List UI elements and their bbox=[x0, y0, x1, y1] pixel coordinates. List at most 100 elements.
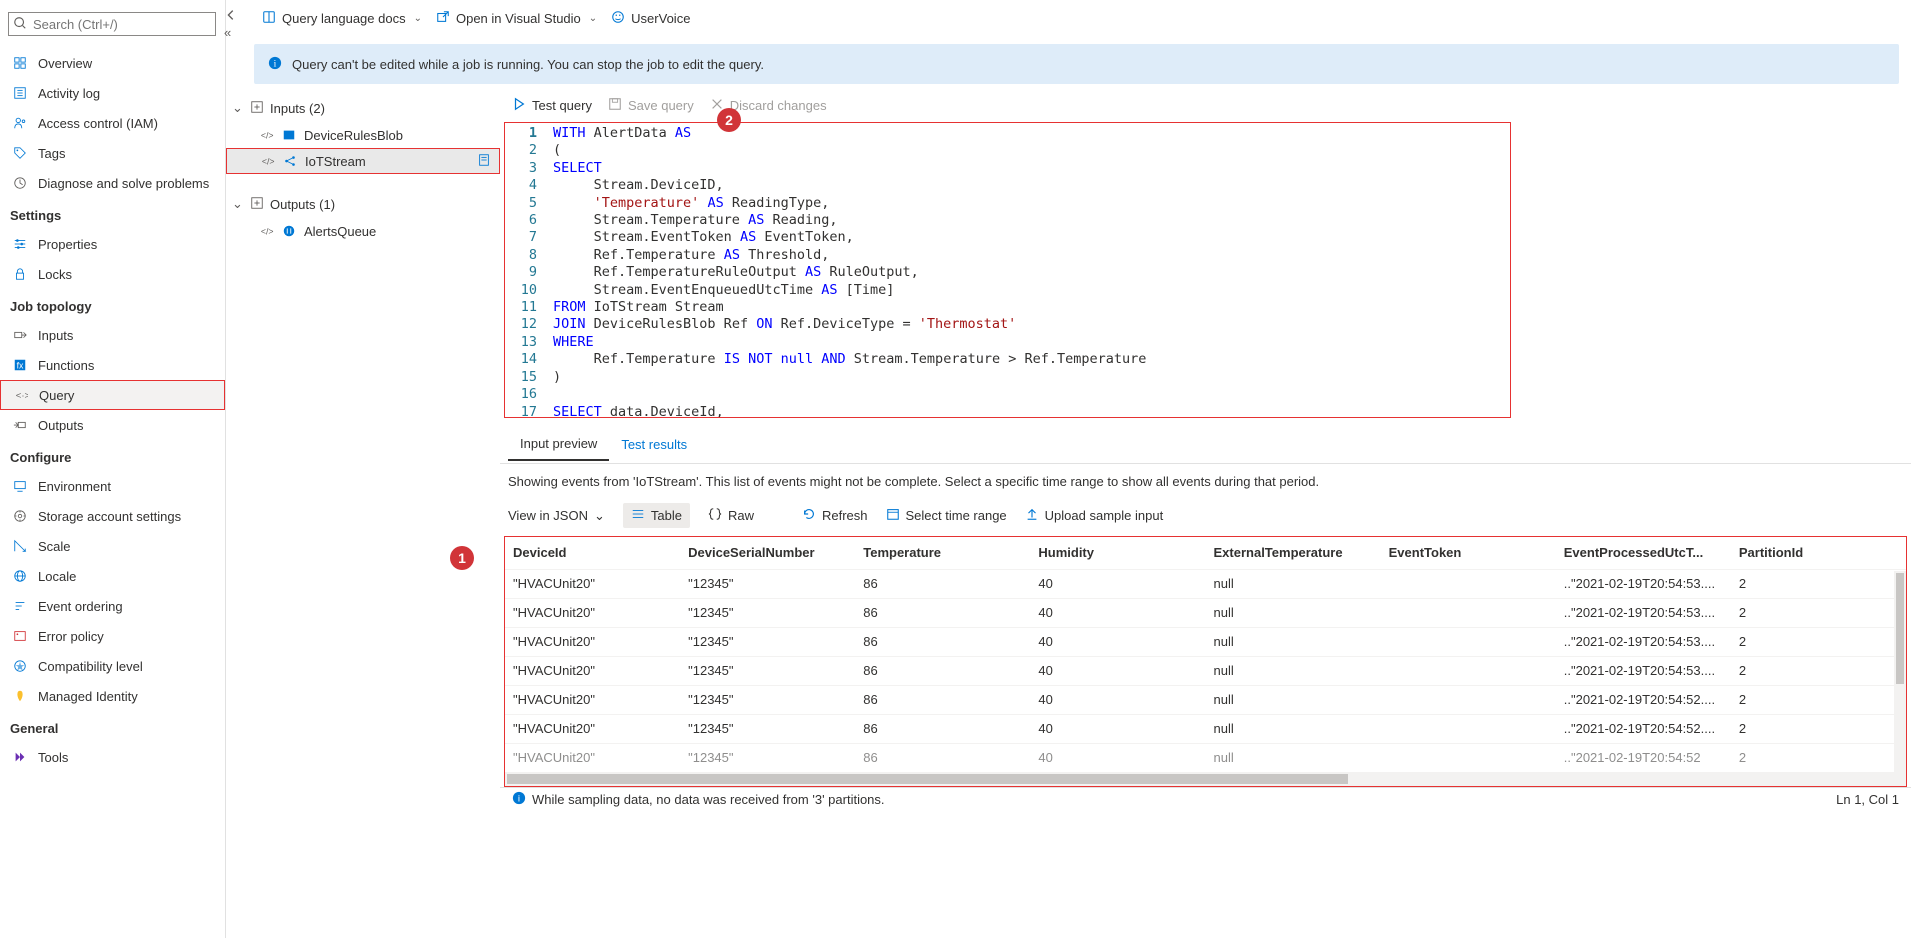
nav-diagnose[interactable]: Diagnose and solve problems bbox=[0, 168, 225, 198]
table-row[interactable]: "HVACUnit20""12345"8640null.. "2021-02-1… bbox=[505, 714, 1906, 743]
tree-item-label: DeviceRulesBlob bbox=[304, 128, 403, 143]
save-query-label: Save query bbox=[628, 98, 694, 113]
table-cell: "12345" bbox=[680, 569, 855, 598]
query-code-editor[interactable]: 1234567891011121314151617 WITH AlertData… bbox=[504, 122, 1511, 418]
nav-tags[interactable]: Tags bbox=[0, 138, 225, 168]
table-cell: .. "2021-02-19T20:54:53.... bbox=[1556, 627, 1731, 656]
inputs-icon bbox=[10, 328, 30, 342]
upload-sample-button[interactable]: Upload sample input bbox=[1025, 507, 1164, 524]
nav-functions[interactable]: fxFunctions bbox=[0, 350, 225, 380]
play-icon bbox=[512, 97, 526, 114]
table-cell: 86 bbox=[855, 656, 1030, 685]
column-header[interactable]: DeviceSerialNumber bbox=[680, 537, 855, 569]
table-cell: "12345" bbox=[680, 714, 855, 743]
table-horizontal-scrollbar[interactable] bbox=[505, 772, 1906, 786]
table-row[interactable]: "HVACUnit20""12345"8640null.. "2021-02-1… bbox=[505, 627, 1906, 656]
test-results-tab[interactable]: Test results bbox=[609, 429, 699, 460]
input-item-devicerulesblob[interactable]: </> DeviceRulesBlob bbox=[226, 122, 500, 148]
discard-label: Discard changes bbox=[730, 98, 827, 113]
column-header[interactable]: EventToken bbox=[1381, 537, 1556, 569]
refresh-button[interactable]: Refresh bbox=[802, 507, 868, 524]
svg-text:</>: </> bbox=[261, 131, 274, 141]
table-row[interactable]: "HVACUnit20""12345"8640null.. "2021-02-1… bbox=[505, 569, 1906, 598]
table-cell bbox=[1381, 685, 1556, 714]
table-cell: 86 bbox=[855, 714, 1030, 743]
nav-activity[interactable]: Activity log bbox=[0, 78, 225, 108]
table-cell: "HVACUnit20" bbox=[505, 627, 680, 656]
table-vertical-scrollbar[interactable] bbox=[1894, 571, 1906, 772]
table-cell: "HVACUnit20" bbox=[505, 598, 680, 627]
tags-icon bbox=[10, 146, 30, 160]
nav-errorpolicy[interactable]: Error policy bbox=[0, 621, 225, 651]
uservoice-link[interactable]: UserVoice bbox=[611, 10, 690, 27]
column-header[interactable]: DeviceId bbox=[505, 537, 680, 569]
preview-message: Showing events from 'IoTStream'. This li… bbox=[500, 464, 1911, 499]
nav-eventorder[interactable]: Event ordering bbox=[0, 591, 225, 621]
output-item-alertsqueue[interactable]: </>AlertsQueue bbox=[226, 218, 500, 244]
section-title: Configure bbox=[0, 440, 225, 471]
save-query-button: Save query bbox=[608, 97, 694, 114]
nav-scale[interactable]: Scale bbox=[0, 531, 225, 561]
column-header[interactable]: ExternalTemperature bbox=[1206, 537, 1381, 569]
nav-tools[interactable]: Tools bbox=[0, 742, 225, 772]
nav-locks[interactable]: Locks bbox=[0, 259, 225, 289]
tools-icon bbox=[10, 750, 30, 764]
table-cell: "12345" bbox=[680, 656, 855, 685]
nav-outputs[interactable]: Outputs bbox=[0, 410, 225, 440]
nav-label: Properties bbox=[38, 237, 97, 252]
search-input[interactable] bbox=[8, 12, 216, 36]
view-json-button[interactable]: View in JSON ⌄ bbox=[508, 508, 605, 524]
query-language-docs-link[interactable]: Query language docs ⌄ bbox=[262, 10, 422, 27]
svg-text:i: i bbox=[274, 58, 277, 69]
table-cell: 86 bbox=[855, 685, 1030, 714]
nav-properties[interactable]: Properties bbox=[0, 229, 225, 259]
input-preview-tab[interactable]: Input preview bbox=[508, 428, 609, 461]
table-cell: 40 bbox=[1030, 627, 1205, 656]
table-cell: "12345" bbox=[680, 627, 855, 656]
column-header[interactable]: Humidity bbox=[1030, 537, 1205, 569]
column-header[interactable]: Temperature bbox=[855, 537, 1030, 569]
nav-iam[interactable]: Access control (IAM) bbox=[0, 108, 225, 138]
column-header[interactable]: EventProcessedUtcT... bbox=[1556, 537, 1731, 569]
table-cell: .. "2021-02-19T20:54:52.... bbox=[1556, 685, 1731, 714]
activity-icon bbox=[10, 86, 30, 100]
svg-text:<·>: <·> bbox=[16, 391, 28, 402]
add-input-icon[interactable] bbox=[250, 100, 264, 117]
nav-overview[interactable]: Overview bbox=[0, 48, 225, 78]
nav-label: Diagnose and solve problems bbox=[38, 176, 209, 191]
nav-query[interactable]: <·>Query bbox=[0, 380, 225, 410]
column-header[interactable]: PartitionId bbox=[1731, 537, 1906, 569]
nav-inputs[interactable]: Inputs bbox=[0, 320, 225, 350]
table-cell: "HVACUnit20" bbox=[505, 743, 680, 772]
table-row[interactable]: "HVACUnit20""12345"8640null.. "2021-02-1… bbox=[505, 598, 1906, 627]
nav-label: Overview bbox=[38, 56, 92, 71]
locks-icon bbox=[10, 267, 30, 281]
view-table-button[interactable]: Table bbox=[623, 503, 690, 528]
nav-locale[interactable]: Locale bbox=[0, 561, 225, 591]
table-cell bbox=[1381, 569, 1556, 598]
annotation-callout-2: 2 bbox=[717, 108, 741, 132]
input-item-iotstream[interactable]: </>IoTStream bbox=[226, 148, 500, 174]
table-cell: .. "2021-02-19T20:54:53.... bbox=[1556, 569, 1731, 598]
nav-compat[interactable]: Compatibility level bbox=[0, 651, 225, 681]
nav-env[interactable]: Environment bbox=[0, 471, 225, 501]
table-row[interactable]: "HVACUnit20""12345"8640null.. "2021-02-1… bbox=[505, 656, 1906, 685]
nav-identity[interactable]: Managed Identity bbox=[0, 681, 225, 711]
table-row[interactable]: "HVACUnit20""12345"8640null.. "2021-02-1… bbox=[505, 685, 1906, 714]
chevron-down-icon: ⌄ bbox=[594, 508, 605, 524]
outputs-tree-header[interactable]: ⌄ Outputs (1) bbox=[226, 190, 500, 218]
preview-data-table: DeviceIdDeviceSerialNumberTemperatureHum… bbox=[505, 537, 1906, 772]
test-query-button[interactable]: Test query bbox=[512, 97, 592, 114]
inputs-tree-header[interactable]: ⌄ Inputs (2) bbox=[226, 94, 500, 122]
nav-label: Functions bbox=[38, 358, 94, 373]
table-row[interactable]: "HVACUnit20""12345"8640null.. "2021-02-1… bbox=[505, 743, 1906, 772]
table-cell: "HVACUnit20" bbox=[505, 685, 680, 714]
select-time-range-button[interactable]: Select time range bbox=[886, 507, 1007, 524]
nav-storage[interactable]: Storage account settings bbox=[0, 501, 225, 531]
queue-icon bbox=[282, 224, 298, 238]
add-output-icon[interactable] bbox=[250, 196, 264, 213]
table-cell: 86 bbox=[855, 598, 1030, 627]
table-cell bbox=[1381, 598, 1556, 627]
open-visual-studio-link[interactable]: Open in Visual Studio ⌄ bbox=[436, 10, 597, 27]
view-raw-button[interactable]: Raw bbox=[708, 507, 754, 524]
